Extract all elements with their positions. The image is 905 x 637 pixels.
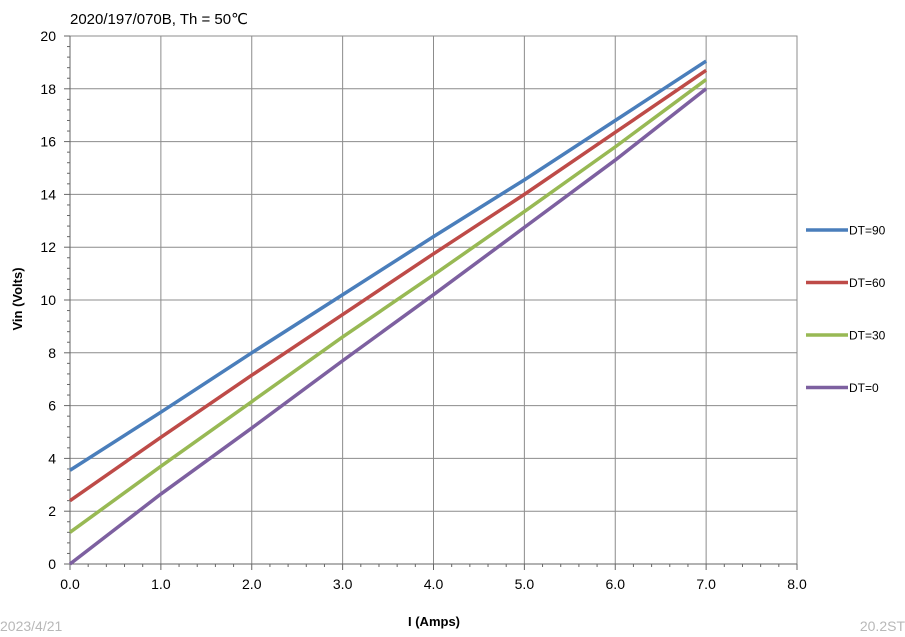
y-tick-label: 20 [40,28,56,44]
legend: DT=90 DT=60 DT=30 DT=0 [806,224,886,395]
plot-area [64,35,798,570]
y-tick-label: 6 [48,398,56,414]
x-tick-label: 1.0 [151,576,171,592]
series-line-dt-0 [68,87,708,566]
grid-lines [69,35,798,565]
x-tick-label: 8.0 [787,576,807,592]
chart-title: 2020/197/070B, Th = 50℃ [70,11,248,28]
legend-label: DT=60 [849,276,886,290]
y-tick-label: 8 [48,345,56,361]
footer-code: 20.2ST [860,618,905,634]
series-line-dt-30 [68,78,708,534]
x-tick-label: 4.0 [424,576,444,592]
x-tick-label: 6.0 [606,576,626,592]
y-tick-label: 2 [48,503,56,519]
y-axis-label: Vin (Volts) [10,267,25,330]
y-tick-label: 0 [48,556,56,572]
y-tick-label: 10 [40,292,56,308]
x-tick-label: 5.0 [515,576,535,592]
y-tick-labels: 0 2 4 6 8 10 12 14 16 18 20 [40,28,56,572]
footer-date: 2023/4/21 [0,618,62,634]
series-line-dt-90 [69,59,708,472]
x-tick-label: 2.0 [242,576,262,592]
legend-label: DT=90 [849,224,886,238]
y-tick-label: 16 [40,134,56,150]
x-tick-label: 3.0 [333,576,353,592]
y-tick-label: 12 [40,239,56,255]
y-tick-label: 14 [40,186,56,202]
x-tick-label: 0.0 [60,576,80,592]
series-line-dt-60 [68,68,708,503]
x-axis-label: I (Amps) [408,614,460,629]
series-lines [68,59,708,566]
legend-label: DT=0 [849,381,879,395]
y-tick-label: 18 [40,81,56,97]
x-tick-labels: 0.0 1.0 2.0 3.0 4.0 5.0 6.0 7.0 8.0 [60,576,807,592]
x-tick-label: 7.0 [696,576,716,592]
y-tick-label: 4 [48,450,56,466]
legend-label: DT=30 [849,329,886,343]
